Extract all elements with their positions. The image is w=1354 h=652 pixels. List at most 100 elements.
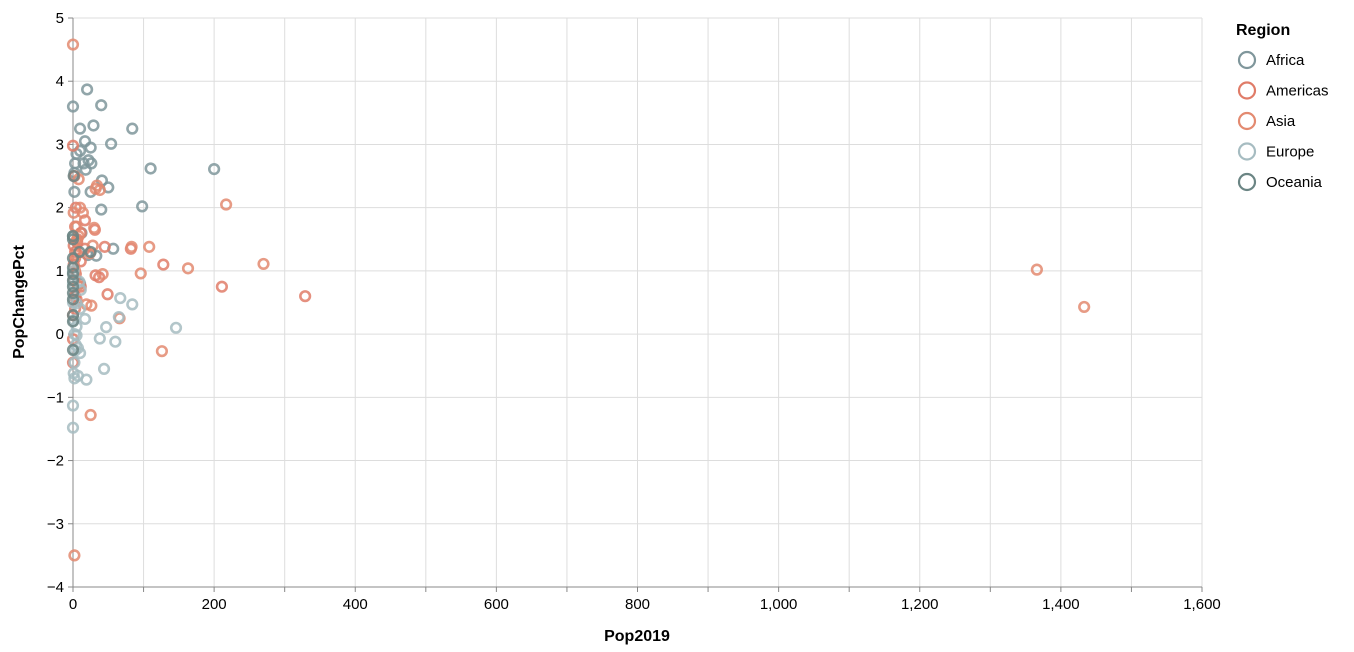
point-oceania	[66, 280, 80, 293]
point-americas	[215, 280, 228, 293]
points-layer	[66, 38, 1091, 562]
point-asia	[67, 206, 80, 219]
point-asia	[220, 198, 233, 211]
point-africa	[84, 141, 97, 154]
point-oceania	[66, 252, 80, 265]
x-tick-label: 1,600	[1183, 596, 1221, 613]
point-asia	[68, 549, 81, 562]
y-tick-label: −4	[47, 579, 64, 596]
point-asia	[88, 221, 101, 234]
point-oceania	[66, 309, 80, 322]
y-tick-label: −1	[47, 389, 64, 406]
grid-layer	[72, 17, 1203, 588]
point-americas	[78, 214, 92, 227]
x-tick-label: 1,400	[1042, 596, 1080, 613]
point-africa	[87, 119, 100, 132]
point-africa	[68, 185, 81, 198]
x-tick-label: 800	[625, 596, 650, 613]
point-americas	[66, 139, 80, 152]
point-asia	[181, 262, 195, 275]
point-europe	[78, 312, 92, 326]
point-asia	[93, 183, 106, 197]
point-europe	[109, 335, 122, 348]
point-oceania	[73, 245, 86, 259]
point-americas	[101, 288, 114, 301]
x-tick-label: 200	[202, 596, 227, 613]
point-asia	[1030, 263, 1043, 276]
point-europe	[100, 321, 113, 334]
point-europe	[169, 321, 183, 334]
point-europe	[67, 367, 80, 380]
point-americas	[89, 269, 102, 282]
point-europe	[66, 399, 80, 412]
point-europe	[66, 421, 80, 434]
point-europe	[114, 291, 127, 305]
axis-layer: 0 200 400 600 800 1,000 1,200 1,400 1,600 −4 −3 −2 −…	[47, 10, 1221, 613]
legend: Region Africa Americas Asia Europe Oceania	[1236, 22, 1329, 192]
point-oceania	[66, 230, 80, 243]
point-americas	[98, 240, 111, 253]
y-tick-label: 0	[56, 326, 64, 343]
y-tick-label: −2	[47, 453, 64, 470]
point-asia	[257, 257, 270, 271]
point-europe	[112, 310, 125, 324]
x-tick-label: 1,000	[760, 596, 798, 613]
point-africa	[79, 163, 92, 176]
point-americas	[157, 258, 170, 271]
y-tick-label: 3	[56, 136, 64, 153]
legend-title: Region	[1236, 22, 1290, 39]
point-africa	[105, 137, 118, 150]
point-oceania	[67, 169, 80, 183]
legend-symbol-asia	[1237, 111, 1257, 131]
point-asia	[96, 267, 109, 281]
point-africa	[136, 200, 149, 213]
x-tick-label: 0	[69, 596, 77, 613]
legend-symbol-europe	[1237, 142, 1257, 161]
point-africa	[66, 100, 80, 113]
legend-label-europe: Europe	[1266, 144, 1314, 161]
x-tick-label: 1,200	[901, 596, 939, 613]
point-oceania	[84, 245, 97, 259]
point-oceania	[66, 267, 80, 281]
legend-label-americas: Americas	[1266, 83, 1329, 100]
point-europe	[126, 298, 139, 311]
point-asia	[84, 408, 97, 422]
legend-label-asia: Asia	[1266, 113, 1296, 130]
point-africa	[73, 122, 87, 135]
y-tick-label: 2	[56, 200, 64, 217]
y-tick-label: 5	[56, 10, 64, 27]
point-europe	[93, 332, 106, 345]
point-asia	[143, 240, 156, 253]
point-europe	[97, 362, 111, 375]
point-oceania	[66, 343, 80, 357]
point-asia	[155, 345, 169, 358]
x-tick-label: 600	[484, 596, 509, 613]
point-asia	[66, 38, 80, 51]
point-oceania	[66, 315, 80, 328]
legend-label-oceania: Oceania	[1266, 174, 1323, 191]
point-africa	[95, 99, 108, 112]
point-oceania	[66, 293, 80, 306]
x-tick-label: 400	[343, 596, 368, 613]
point-africa	[208, 163, 221, 176]
point-africa	[81, 83, 94, 96]
y-tick-label: 1	[56, 263, 64, 280]
point-oceania	[66, 274, 80, 287]
point-oceania	[66, 286, 80, 300]
point-africa	[95, 203, 108, 216]
point-asia	[85, 299, 98, 312]
point-africa	[126, 122, 139, 135]
point-asia	[1078, 300, 1091, 314]
point-asia	[125, 240, 138, 253]
x-axis-title: Pop2019	[604, 628, 670, 645]
point-africa	[144, 162, 157, 175]
legend-symbol-americas	[1237, 81, 1257, 100]
y-tick-label: 4	[56, 73, 64, 90]
y-axis-title: PopChangePct	[11, 244, 28, 358]
legend-symbol-oceania	[1237, 172, 1257, 192]
point-asia	[86, 239, 99, 252]
y-tick-label: −3	[47, 516, 64, 533]
point-asia	[134, 267, 147, 280]
